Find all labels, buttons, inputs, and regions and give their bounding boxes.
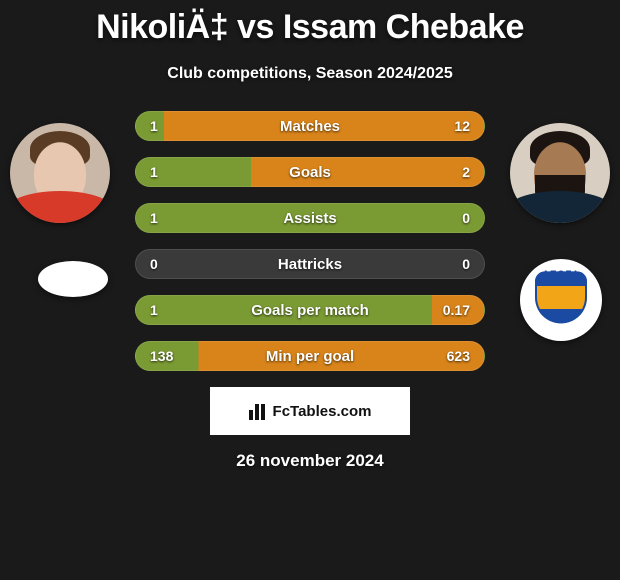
stat-bars: 1 Matches 12 1 Goals 2 1 Assists 0 0 Hattricks 0 1 Go… bbox=[135, 111, 485, 371]
stat-bar: 1 Assists 0 bbox=[135, 203, 485, 233]
stat-value-right: 0.17 bbox=[443, 302, 470, 318]
stat-value-left: 1 bbox=[150, 302, 158, 318]
stat-bar: 0 Hattricks 0 bbox=[135, 249, 485, 279]
stat-value-left: 0 bbox=[150, 256, 158, 272]
stat-value-left: 1 bbox=[150, 118, 158, 134]
comparison-stage: ΑΠΟΕΛ 1 Matches 12 1 Goals 2 1 Assists 0 0 Hattric… bbox=[0, 111, 620, 371]
date-label: 26 november 2024 bbox=[0, 451, 620, 471]
club-badge-right: ΑΠΟΕΛ bbox=[520, 259, 602, 341]
club-badge-left bbox=[38, 261, 108, 297]
page-title: NikoliÄ‡ vs Issam Chebake bbox=[0, 0, 620, 47]
stat-bar: 1 Matches 12 bbox=[135, 111, 485, 141]
stat-value-left: 1 bbox=[150, 210, 158, 226]
stat-label: Goals bbox=[289, 164, 331, 181]
bar-chart-icon bbox=[249, 402, 267, 420]
stat-value-left: 138 bbox=[150, 348, 173, 364]
stat-label: Hattricks bbox=[278, 256, 342, 273]
stat-bar: 1 Goals 2 bbox=[135, 157, 485, 187]
avatar-shoulders bbox=[10, 191, 110, 223]
player-left-avatar bbox=[10, 123, 110, 223]
stat-value-right: 0 bbox=[462, 210, 470, 226]
attribution-box: FcTables.com bbox=[210, 387, 410, 435]
stat-bar: 1 Goals per match 0.17 bbox=[135, 295, 485, 325]
attribution-text: FcTables.com bbox=[273, 403, 372, 420]
player-right-avatar bbox=[510, 123, 610, 223]
subtitle: Club competitions, Season 2024/2025 bbox=[0, 65, 620, 83]
stat-label: Goals per match bbox=[251, 302, 369, 319]
stat-label: Min per goal bbox=[266, 348, 354, 365]
stat-label: Assists bbox=[283, 210, 336, 227]
club-badge-right-text: ΑΠΟΕΛ bbox=[520, 269, 602, 279]
stat-label: Matches bbox=[280, 118, 340, 135]
stat-value-right: 12 bbox=[454, 118, 470, 134]
stat-value-right: 0 bbox=[462, 256, 470, 272]
stat-value-right: 2 bbox=[462, 164, 470, 180]
stat-value-right: 623 bbox=[447, 348, 470, 364]
stat-bar: 138 Min per goal 623 bbox=[135, 341, 485, 371]
avatar-shoulders bbox=[510, 191, 610, 223]
stat-value-left: 1 bbox=[150, 164, 158, 180]
